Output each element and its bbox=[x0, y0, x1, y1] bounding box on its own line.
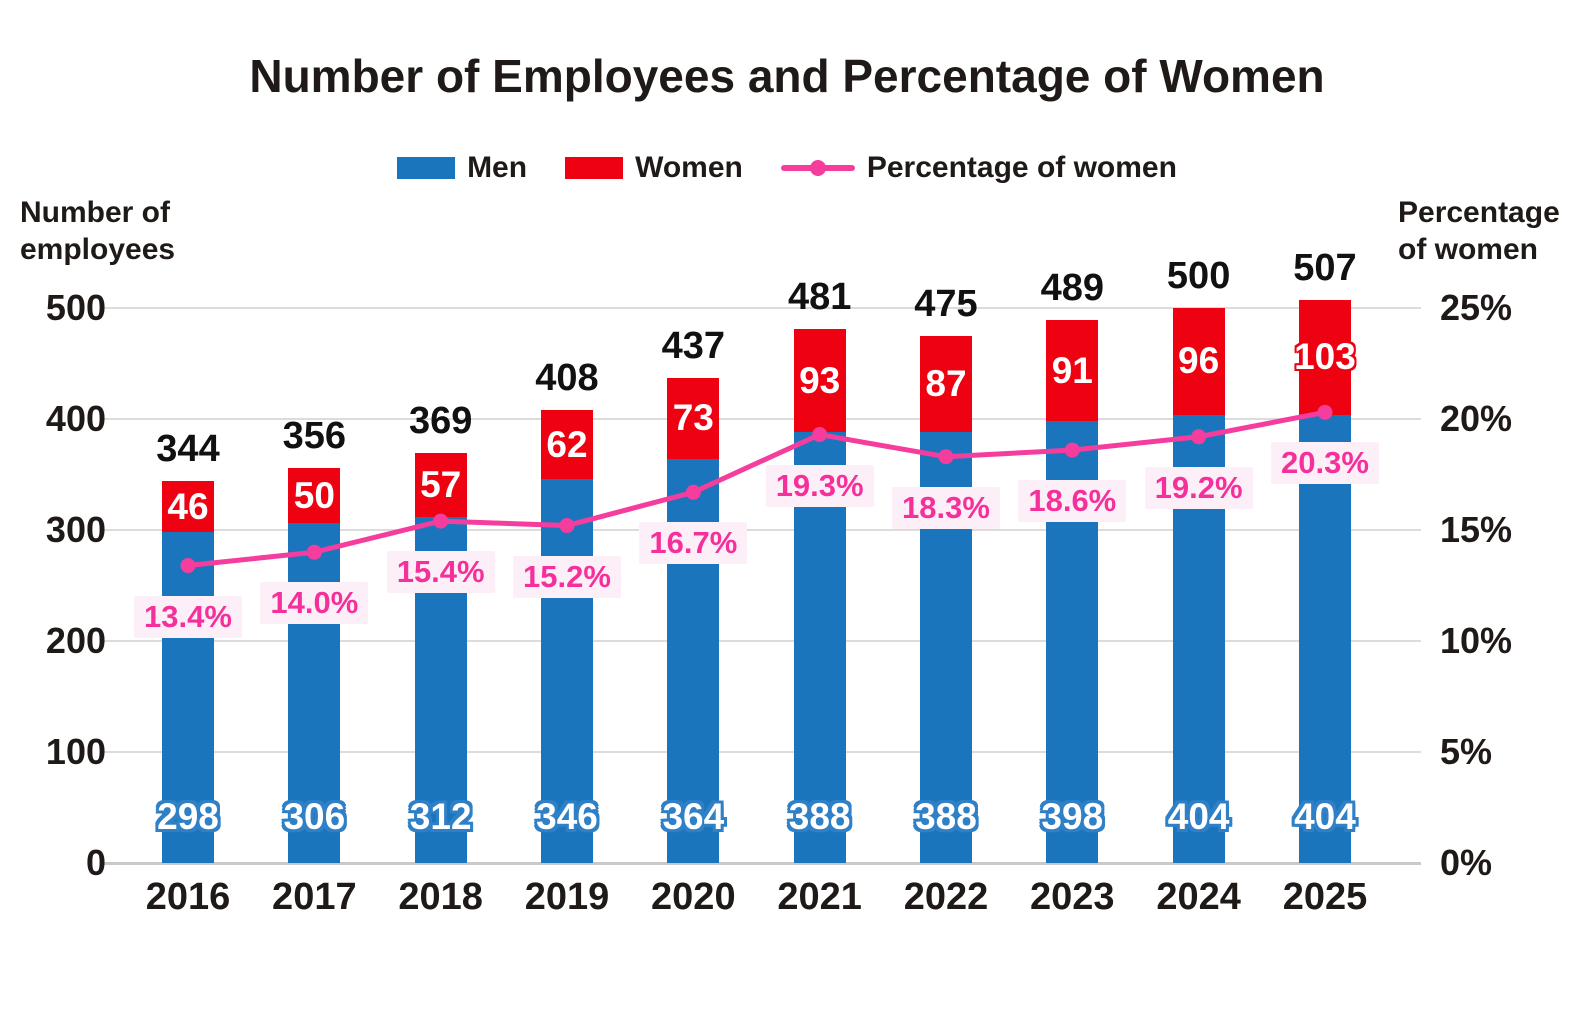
y-tick-label-right: 10% bbox=[1440, 620, 1513, 661]
men-value-label: 312 bbox=[409, 796, 472, 837]
women-swatch-icon bbox=[565, 157, 624, 179]
pct-label: 15.2% bbox=[513, 555, 621, 598]
men-value-label: 306 bbox=[283, 796, 346, 837]
pct-label: 19.2% bbox=[1144, 466, 1253, 509]
men-swatch-icon bbox=[397, 157, 456, 179]
women-value-label: 91 bbox=[1051, 349, 1093, 391]
y-tick-label-right: 15% bbox=[1440, 509, 1513, 550]
bar-women bbox=[1172, 308, 1225, 415]
y-tick-label-left: 500 bbox=[45, 287, 106, 328]
y-tick-label-right: 5% bbox=[1440, 731, 1493, 772]
women-value-label: 62 bbox=[546, 423, 588, 465]
pct-label: 13.4% bbox=[134, 595, 242, 638]
pct-label: 18.3% bbox=[892, 486, 1000, 529]
y-tick-label-left: 400 bbox=[45, 398, 106, 439]
x-tick-label: 2017 bbox=[272, 876, 357, 918]
gridline bbox=[104, 307, 1421, 309]
women-value-label: 96 bbox=[1178, 340, 1220, 382]
women-value-label: 46 bbox=[167, 485, 209, 527]
pct-label: 18.6% bbox=[1018, 480, 1127, 523]
percentage-line-icon bbox=[780, 157, 855, 179]
gridline bbox=[104, 862, 1421, 865]
men-value-label: 346 bbox=[536, 796, 598, 837]
total-value-label: 369 bbox=[408, 400, 473, 443]
men-value-label: 398 bbox=[1041, 796, 1104, 837]
x-tick-label: 2019 bbox=[524, 876, 610, 918]
men-value-label: 388 bbox=[915, 796, 977, 837]
total-value-label: 437 bbox=[661, 324, 726, 367]
women-value-label: 57 bbox=[420, 464, 462, 506]
pct-label: 15.4% bbox=[386, 551, 495, 594]
women-value-label: 87 bbox=[925, 363, 967, 405]
chart-title: Number of Employees and Percentage of Wo… bbox=[249, 50, 1325, 102]
gridline bbox=[104, 640, 1421, 642]
legend-item-men: Men bbox=[397, 151, 527, 185]
total-value-label: 481 bbox=[787, 276, 852, 319]
y-tick-label-right: 20% bbox=[1440, 398, 1513, 439]
total-value-label: 408 bbox=[535, 357, 599, 400]
legend-label-women: Women bbox=[635, 151, 743, 184]
pct-label: 19.3% bbox=[765, 464, 874, 507]
men-value-label: 404 bbox=[1167, 796, 1230, 837]
total-value-label: 489 bbox=[1040, 267, 1104, 310]
x-tick-label: 2021 bbox=[777, 876, 862, 918]
women-value-label: 50 bbox=[293, 474, 335, 516]
pct-label: 14.0% bbox=[260, 582, 369, 625]
y-tick-label-left: 100 bbox=[45, 731, 106, 772]
right-axis-title: Percentage of women bbox=[1398, 196, 1560, 266]
x-tick-label: 2022 bbox=[903, 876, 989, 918]
pct-label: 20.3% bbox=[1271, 442, 1379, 485]
y-tick-label-left: 200 bbox=[45, 620, 106, 661]
y-tick-label-left: 300 bbox=[45, 509, 106, 550]
men-value-label: 388 bbox=[788, 796, 851, 837]
pct-label: 16.7% bbox=[639, 522, 748, 565]
total-value-label: 344 bbox=[156, 428, 220, 471]
y-tick-label-left: 0 bbox=[85, 842, 106, 883]
women-value-label: 73 bbox=[672, 397, 714, 439]
x-tick-label: 2025 bbox=[1282, 876, 1368, 918]
men-value-label: 364 bbox=[662, 796, 725, 837]
x-tick-label: 2020 bbox=[651, 876, 736, 918]
legend: Men Women Percentage of women bbox=[0, 148, 1574, 188]
bar-men bbox=[288, 523, 341, 863]
y-tick-label-right: 25% bbox=[1440, 287, 1513, 328]
bar-women bbox=[1046, 320, 1099, 422]
bar-women bbox=[1298, 300, 1351, 415]
y-tick-label-right: 0% bbox=[1440, 842, 1493, 883]
men-value-label: 298 bbox=[157, 796, 219, 837]
total-value-label: 356 bbox=[282, 414, 347, 457]
total-value-label: 475 bbox=[914, 282, 978, 325]
total-value-label: 507 bbox=[1293, 247, 1357, 290]
legend-item-percentage: Percentage of women bbox=[780, 151, 1177, 185]
gridline bbox=[104, 751, 1421, 753]
x-tick-label: 2024 bbox=[1156, 876, 1241, 918]
legend-label-percentage: Percentage of women bbox=[866, 151, 1177, 184]
x-tick-label: 2018 bbox=[398, 876, 483, 918]
men-value-label: 404 bbox=[1294, 796, 1356, 837]
total-value-label: 500 bbox=[1166, 255, 1231, 297]
legend-item-women: Women bbox=[565, 151, 743, 185]
x-tick-label: 2016 bbox=[145, 876, 231, 918]
legend-label-men: Men bbox=[467, 151, 528, 184]
bar-men bbox=[162, 532, 214, 863]
x-tick-label: 2023 bbox=[1030, 876, 1115, 918]
women-value-label: 93 bbox=[799, 359, 841, 401]
left-axis-title: Number of employees bbox=[20, 196, 176, 266]
women-value-label: 103 bbox=[1294, 336, 1356, 378]
